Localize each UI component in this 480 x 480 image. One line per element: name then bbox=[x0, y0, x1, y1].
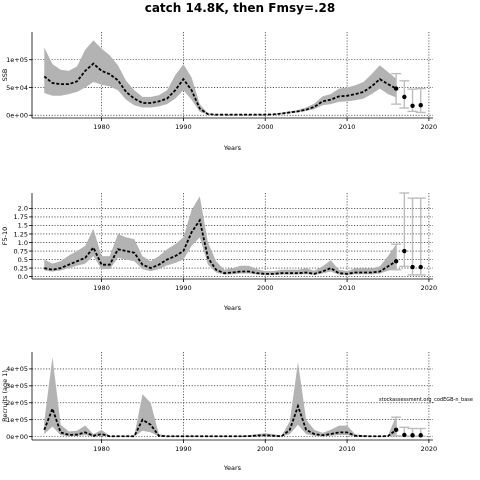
y-tick-label-2: 0.5 bbox=[18, 256, 28, 264]
projection-point-1 bbox=[402, 248, 407, 254]
x-tick-label-2: 2000 bbox=[257, 123, 274, 131]
projection-point-3 bbox=[418, 433, 423, 438]
y-tick-label-3: 0.75 bbox=[14, 247, 28, 255]
x-tick-label-2: 2000 bbox=[257, 284, 274, 292]
projection-point-0 bbox=[393, 86, 399, 91]
fishing-mortality-panel: 1980 1990 2000 2010 2020 0.00.250.50.751.01.2… bbox=[1, 192, 438, 312]
projection-point-3 bbox=[418, 264, 423, 270]
y-tick-label-0: 0e+00 bbox=[6, 433, 28, 441]
projection-point-2 bbox=[410, 433, 415, 438]
source-annotation: stockassessment.org_codEGB-n_base bbox=[379, 397, 473, 403]
x-tick-label-1: 1990 bbox=[175, 445, 192, 453]
recruits-panel: 1980 1990 2000 2010 2020 0e+00 1e+05 2e+05 3e+05… bbox=[1, 352, 473, 472]
confidence-band-0 bbox=[44, 40, 397, 115]
y-tick-label-4: 4e+05 bbox=[6, 365, 28, 373]
y-tick-label-6: 1.5 bbox=[18, 222, 28, 230]
x-tick-label-1: 1990 bbox=[175, 123, 192, 131]
y-tick-label-2: 2e+05 bbox=[6, 399, 28, 407]
estimate-line-0 bbox=[43, 62, 397, 116]
x-tick-label-0: 1980 bbox=[93, 284, 110, 292]
projection-point-0 bbox=[393, 259, 399, 264]
y-axis-label: SSB bbox=[1, 69, 9, 82]
x-tick-label-0: 1980 bbox=[93, 445, 110, 453]
projection-point-1 bbox=[402, 94, 407, 100]
x-tick-label-0: 1980 bbox=[93, 123, 110, 131]
x-axis-label: Years bbox=[223, 304, 242, 312]
x-tick-label-1: 1990 bbox=[175, 284, 192, 292]
ssb-panel: 1980 1990 2000 2010 2020 0e+00 5e+04 1e+05 Years… bbox=[1, 32, 437, 152]
x-tick-label-3: 2010 bbox=[339, 445, 356, 453]
y-tick-label-4: 1.0 bbox=[18, 239, 28, 247]
x-tick-label-4: 2020 bbox=[421, 284, 438, 292]
y-tick-label-1: 5e+04 bbox=[6, 84, 28, 92]
projection-point-1 bbox=[402, 432, 407, 438]
x-axis-label: Years bbox=[223, 144, 242, 152]
x-tick-label-2: 2000 bbox=[257, 445, 274, 453]
page-title: catch 14.8K, then Fmsy=.28 bbox=[145, 1, 336, 15]
projection-point-0 bbox=[393, 427, 399, 433]
y-tick-label-0: 0e+00 bbox=[6, 112, 28, 120]
x-tick-label-4: 2020 bbox=[421, 123, 438, 131]
estimate-line-0 bbox=[44, 218, 397, 275]
y-axis-label: Recruits (age 1) bbox=[1, 370, 9, 422]
y-tick-label-5: 1.25 bbox=[14, 230, 28, 238]
y-tick-label-2: 1e+05 bbox=[6, 56, 28, 64]
estimate-line-0 bbox=[43, 403, 397, 438]
projection-point-3 bbox=[418, 103, 423, 108]
y-tick-label-7: 1.75 bbox=[14, 213, 28, 221]
x-tick-label-3: 2010 bbox=[339, 123, 356, 131]
x-tick-label-4: 2020 bbox=[421, 445, 438, 453]
y-tick-label-1: 0.25 bbox=[14, 264, 28, 272]
y-tick-label-3: 3e+05 bbox=[6, 382, 28, 390]
y-axis-label: F5-10 bbox=[1, 227, 9, 246]
y-tick-label-1: 1e+05 bbox=[6, 416, 28, 424]
y-tick-label-0: 0.0 bbox=[18, 273, 28, 281]
projection-point-2 bbox=[410, 264, 415, 270]
y-tick-label-8: 2.0 bbox=[18, 205, 28, 213]
x-axis-label: Years bbox=[223, 464, 242, 472]
projection-point-2 bbox=[410, 103, 415, 108]
x-tick-label-3: 2010 bbox=[339, 284, 356, 292]
confidence-band-0 bbox=[44, 196, 397, 275]
